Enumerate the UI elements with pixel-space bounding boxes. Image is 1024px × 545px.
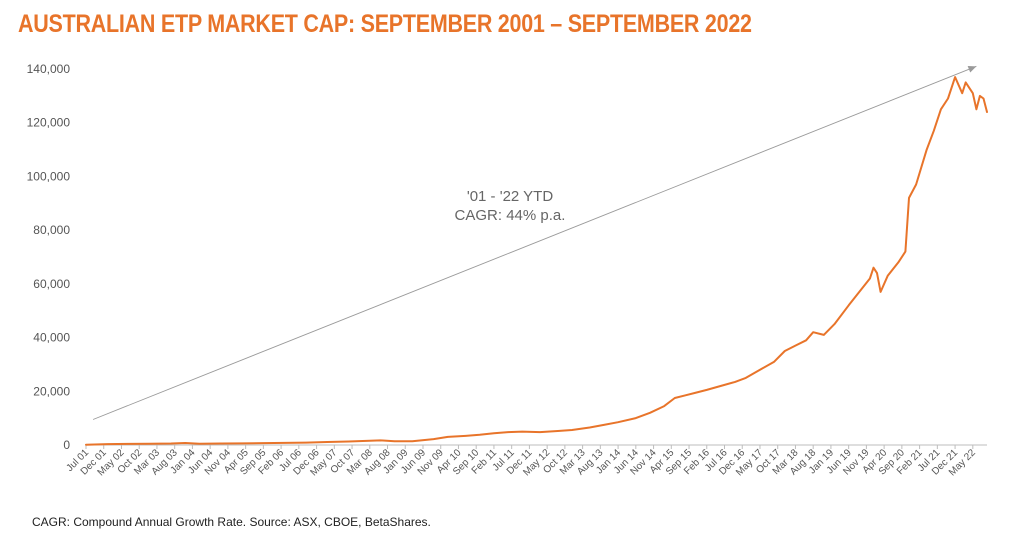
y-axis-ticks: 0 20,000 40,000 60,000 80,000 100,000 120,000 1… — [27, 62, 71, 452]
trend-group — [92, 65, 977, 420]
series-group — [85, 76, 988, 446]
footnote: CAGR: Compound Annual Growth Rate. Sourc… — [32, 515, 431, 529]
chart-title: AUSTRALIAN ETP MARKET CAP: SEPTEMBER 200… — [18, 10, 752, 38]
y-tick-label: 140,000 — [27, 62, 71, 76]
y-tick-label: 0 — [63, 438, 70, 452]
cagr-annotation-line: CAGR: 44% p.a. — [455, 207, 566, 224]
y-tick-label: 80,000 — [33, 223, 70, 237]
annotation-group: '01 - '22 YTD CAGR: 44% p.a. — [455, 188, 566, 224]
y-tick-label: 120,000 — [27, 116, 71, 130]
y-tick-label: 20,000 — [33, 384, 70, 398]
y-tick-label: 40,000 — [33, 331, 70, 345]
market-cap-line — [85, 76, 988, 446]
cagr-trend-arrowhead — [967, 66, 977, 73]
cagr-trend-line — [92, 65, 977, 420]
y-tick-label: 60,000 — [33, 277, 70, 291]
cagr-annotation-line: '01 - '22 YTD — [467, 188, 553, 205]
y-tick-label: 100,000 — [27, 169, 71, 183]
